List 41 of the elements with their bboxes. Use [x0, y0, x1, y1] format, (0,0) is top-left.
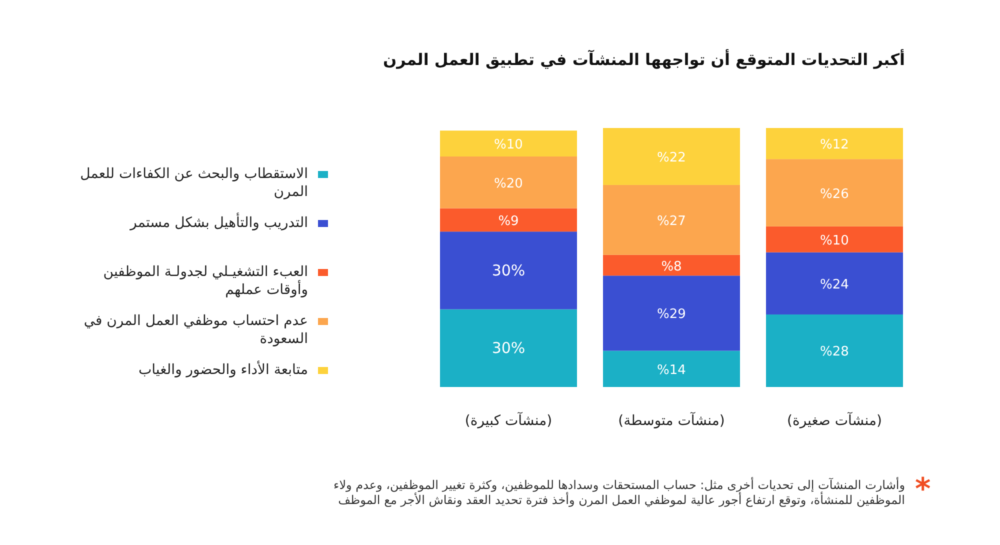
x-tick-label: (منشآت متوسطة)	[618, 411, 725, 429]
bar	[440, 309, 577, 387]
bar	[440, 232, 577, 310]
data-label: 30%	[492, 339, 526, 358]
legend-label: التدريب والتأهيل بشكل مستمر	[128, 214, 308, 232]
data-label: %29	[657, 307, 686, 322]
data-label: %26	[820, 186, 849, 202]
chart-title: أكبر التحديات المتوقع أن تواجهها المنشآت في تطبيق العمل المرن	[382, 50, 905, 69]
legend-label: متابعة الأداء والحضور والغياب	[137, 361, 308, 379]
text: *	[915, 472, 931, 507]
data-label: %28	[820, 344, 849, 360]
bar	[766, 252, 903, 314]
legend-label: الاستقطاب والبحث عن الكفاءات للعمل المرن	[79, 165, 308, 201]
data-label: %22	[657, 150, 686, 166]
data-label: %24	[820, 277, 849, 292]
data-label: %20	[494, 176, 523, 192]
x-tick-label: (منشآت كبيرة)	[464, 411, 552, 429]
bar	[603, 350, 740, 387]
data-label: %27	[657, 214, 686, 229]
data-label: %12	[820, 138, 849, 153]
x-tick-label: (منشآت صغيرة)	[787, 411, 882, 429]
data-label: %10	[820, 233, 849, 248]
bar	[603, 276, 740, 351]
bar	[603, 254, 740, 276]
text: وأشارت المنشآت إلى تحديات أخرى مثل: حساب المستحقات وسدادها للموظفين، وكثرة تغيير الموظفين، وعدم ولاء الموظفين للمنشأة، وتوقع ارتفاع أجور عالية لموظفي العمل المرن وأخذ فترة تحديد العقد ونقاش الأجر مع الموظف	[332, 478, 905, 508]
bar	[603, 128, 740, 185]
bar	[766, 128, 903, 160]
bar	[440, 130, 577, 156]
bar	[440, 156, 577, 208]
data-label: %10	[494, 138, 523, 153]
bar	[766, 226, 903, 252]
data-label: 30%	[492, 261, 526, 280]
legend-label: عدم احتساب موظفي العمل المرن في السعودة	[82, 312, 308, 348]
data-label: %8	[661, 259, 682, 274]
legend-label: العبء التشغيـلي لجدولـة الموظفين وأوقات عملهم	[102, 263, 308, 299]
data-label: %9	[498, 214, 519, 229]
bar	[440, 208, 577, 232]
bar	[766, 314, 903, 387]
data-label: %14	[657, 362, 686, 378]
bar	[603, 184, 740, 255]
bar	[766, 159, 903, 226]
